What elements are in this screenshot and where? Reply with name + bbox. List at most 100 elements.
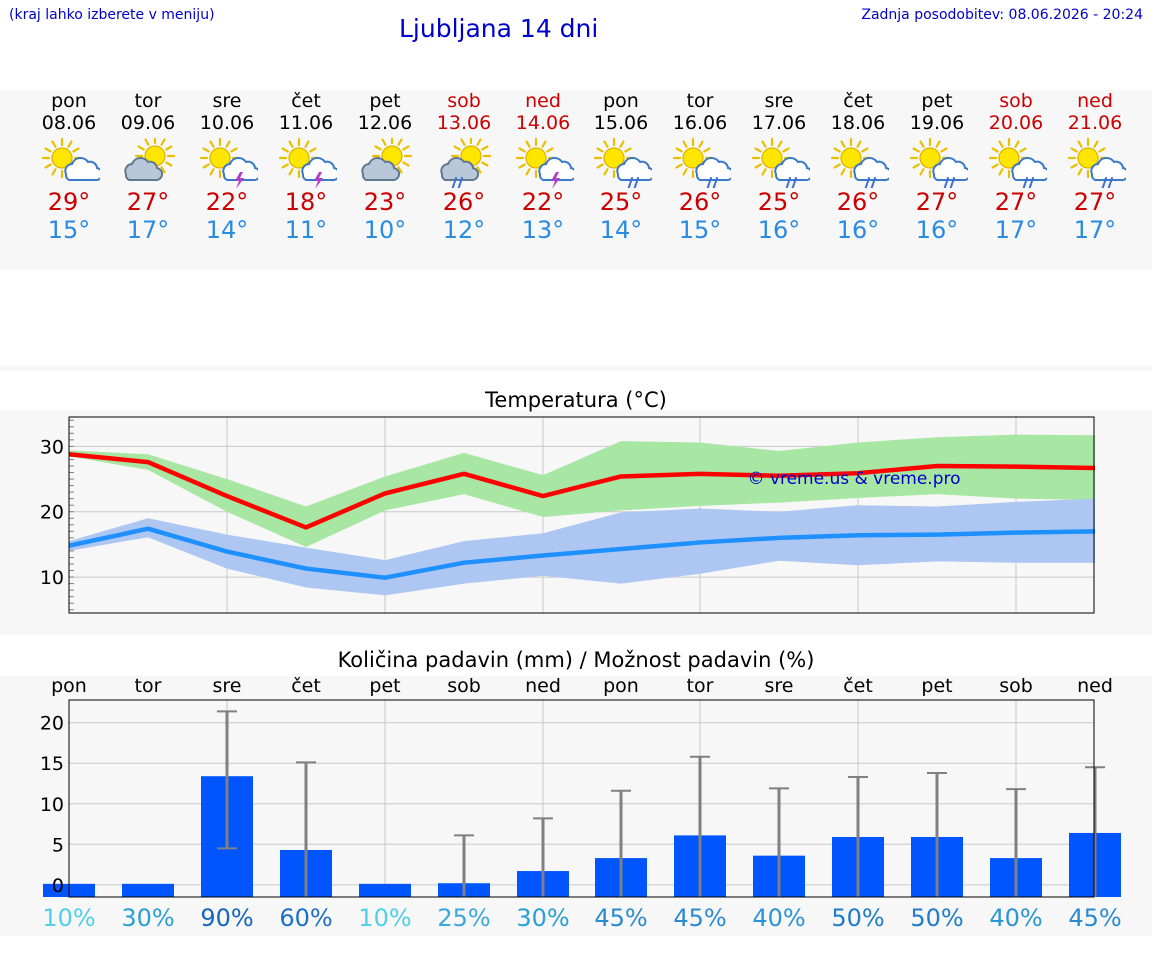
max-temperature: 27° bbox=[1073, 188, 1117, 216]
rain-shape bbox=[943, 177, 955, 188]
precipitation-chart: pon tor sre čet pet sob ned pon tor sre čet pet sob n… bbox=[40, 675, 1122, 932]
day-name: sre bbox=[212, 90, 242, 112]
precipitation-probability: 25% bbox=[437, 904, 490, 932]
max-temperature: 25° bbox=[599, 188, 643, 216]
category-label: pon bbox=[51, 675, 87, 697]
day-date: 10.06 bbox=[199, 112, 255, 134]
max-temperature: 18° bbox=[284, 188, 328, 216]
day-date: 12.06 bbox=[357, 112, 413, 134]
cloud-shape bbox=[64, 157, 100, 182]
error-bar bbox=[769, 787, 789, 897]
cloud-shape bbox=[538, 157, 574, 182]
separator-band bbox=[0, 366, 1152, 371]
category-label: sob bbox=[447, 675, 481, 697]
cloud-shape bbox=[695, 157, 731, 182]
day-column: pon 15.06 25° 14° bbox=[582, 90, 660, 244]
day-date: 13.06 bbox=[436, 112, 492, 134]
y-tick-label: 20 bbox=[40, 713, 64, 735]
error-bar bbox=[296, 761, 316, 897]
max-temperature: 26° bbox=[442, 188, 486, 216]
max-temperature: 27° bbox=[915, 188, 959, 216]
min-temperature: 13° bbox=[521, 216, 565, 244]
precipitation-probability: 10% bbox=[358, 904, 411, 932]
lightning-shape bbox=[235, 172, 244, 188]
weather-icon bbox=[672, 138, 731, 188]
day-name: tor bbox=[686, 90, 714, 112]
error-bar bbox=[611, 789, 631, 897]
error-bar bbox=[690, 755, 710, 897]
category-label: pon bbox=[603, 675, 639, 697]
day-name: čet bbox=[843, 90, 873, 112]
max-temperature: 22° bbox=[205, 188, 249, 216]
page-title: Ljubljana 14 dni bbox=[399, 14, 599, 43]
day-date: 16.06 bbox=[672, 112, 728, 134]
min-temperature: 14° bbox=[205, 216, 249, 244]
day-date: 19.06 bbox=[909, 112, 965, 134]
precipitation-probability: 90% bbox=[200, 904, 253, 932]
weather-icon bbox=[440, 138, 492, 188]
rain-shape bbox=[864, 177, 876, 188]
day-column: tor 09.06 27° 17° bbox=[109, 90, 187, 244]
watermark: © vreme.us & vreme.pro bbox=[747, 469, 960, 489]
min-temperature: 17° bbox=[994, 216, 1038, 244]
day-column: pet 12.06 23° 10° bbox=[346, 90, 424, 244]
cloud-shape bbox=[616, 157, 652, 182]
weather-icon bbox=[199, 138, 258, 188]
sun-shape bbox=[672, 138, 714, 179]
min-temperature: 15° bbox=[47, 216, 91, 244]
day-name: ned bbox=[525, 90, 561, 112]
day-name: sob bbox=[447, 90, 481, 112]
day-column: ned 14.06 22° 13° bbox=[504, 90, 582, 244]
cloud-shape bbox=[1011, 157, 1047, 182]
cloud-shape bbox=[124, 157, 164, 182]
cloud-shape bbox=[361, 157, 401, 182]
max-temperature: 22° bbox=[521, 188, 565, 216]
day-column: pon 08.06 29° 15° bbox=[30, 90, 108, 244]
y-tick-label: 5 bbox=[52, 834, 64, 856]
error-bar bbox=[217, 710, 237, 850]
max-temperature: 26° bbox=[678, 188, 722, 216]
precipitation-probability: 50% bbox=[910, 904, 963, 932]
category-label: tor bbox=[135, 675, 162, 697]
category-label: sre bbox=[213, 675, 242, 697]
day-date: 17.06 bbox=[751, 112, 807, 134]
day-column: čet 18.06 26° 16° bbox=[819, 90, 897, 244]
weather-icon bbox=[909, 138, 968, 188]
max-temperature: 29° bbox=[47, 188, 91, 216]
day-name: pet bbox=[921, 90, 953, 112]
rain-shape bbox=[785, 177, 797, 188]
weather-icon bbox=[988, 138, 1047, 188]
rain-shape bbox=[706, 177, 718, 188]
y-tick-label: 10 bbox=[40, 794, 64, 816]
max-temperature: 26° bbox=[836, 188, 880, 216]
category-label: ned bbox=[525, 675, 561, 697]
precipitation-probability: 45% bbox=[1068, 904, 1121, 932]
min-temperature-line bbox=[68, 526, 1096, 580]
cloud-shape bbox=[774, 157, 810, 182]
day-name: sre bbox=[764, 90, 794, 112]
sun-shape bbox=[593, 138, 635, 179]
sun-shape bbox=[515, 138, 557, 179]
day-date: 08.06 bbox=[41, 112, 97, 134]
rain-shape bbox=[1022, 177, 1034, 188]
min-temperature: 12° bbox=[442, 216, 486, 244]
category-label: čet bbox=[843, 675, 873, 697]
location-hint: (kraj lahko izberete v meniju) bbox=[9, 7, 215, 23]
min-temperature: 10° bbox=[363, 216, 407, 244]
min-temperature: 17° bbox=[126, 216, 170, 244]
day-name: čet bbox=[291, 90, 321, 112]
weather-icon bbox=[515, 138, 574, 188]
category-label: sob bbox=[999, 675, 1033, 697]
day-name: pon bbox=[51, 90, 87, 112]
weather-icon bbox=[278, 138, 337, 188]
precipitation-probability: 30% bbox=[516, 904, 569, 932]
max-temperature-line bbox=[68, 452, 1096, 530]
precipitation-probability: 30% bbox=[121, 904, 174, 932]
precipitation-bar bbox=[359, 883, 411, 897]
category-label: pet bbox=[369, 675, 400, 697]
y-tick-label: 10 bbox=[40, 567, 64, 589]
min-temperature: 11° bbox=[284, 216, 328, 244]
category-label: čet bbox=[291, 675, 321, 697]
max-temperature: 25° bbox=[757, 188, 801, 216]
precipitation-probability: 45% bbox=[673, 904, 726, 932]
